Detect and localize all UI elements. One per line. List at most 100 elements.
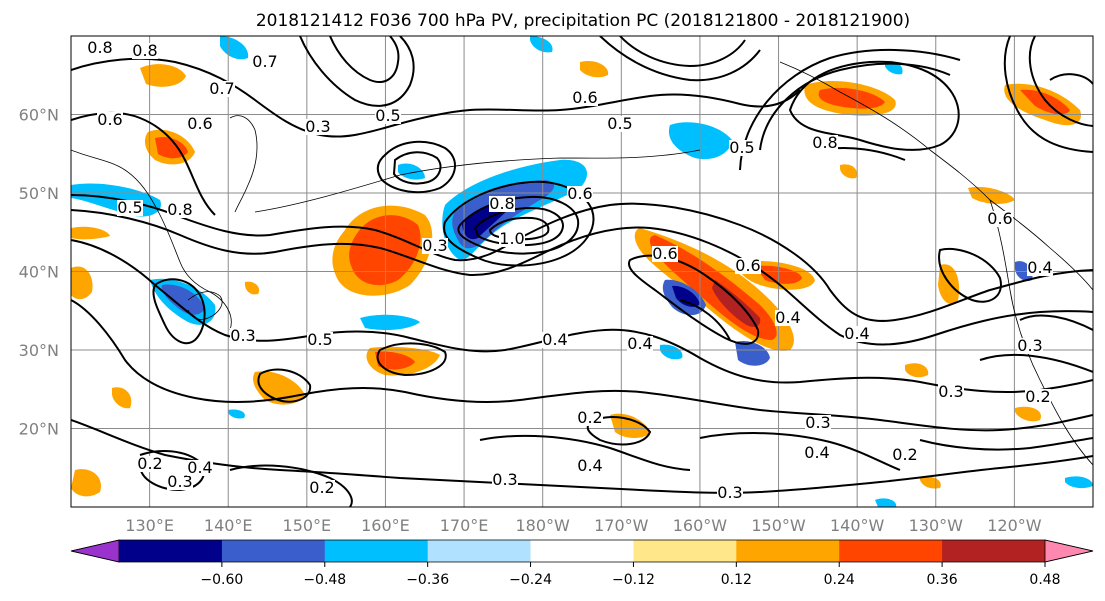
contour-label-bg [499,231,525,247]
contour-label-bg [735,258,761,274]
contour-label: 0.6 [735,256,760,275]
precip-negative-area [1065,476,1093,489]
latitude-label: 60°N [19,106,59,125]
precip-negative-area [660,344,683,360]
contour-label-bg [422,238,448,254]
colorbar-bin [119,540,223,562]
contour-label: 1.0 [499,229,524,248]
precip-negative-area [228,409,245,419]
contour-label: 0.8 [489,194,514,213]
map-panel: 0.8 0.8 0.7 0.7 0.6 0.6 0.5 0.8 0.3 0.5 0.3 0.8 1.0 0… [70,35,1094,508]
precip-positive-area [244,281,260,295]
contour-label-bg [572,90,598,106]
pv-contour [938,247,1002,303]
colorbar-bin [427,540,532,562]
latitude-labels: 60°N 50°N 40°N 30°N 20°N [19,106,59,439]
coastline-asia [71,149,232,331]
contour-label: 0.4 [1027,258,1052,277]
pv-contour [457,195,580,255]
contour-label: 0.3 [805,413,830,432]
pv-contour [392,151,442,185]
contour-label: 0.4 [775,308,800,327]
coastline-alaska [779,61,1093,291]
contour-label: 0.6 [567,184,592,203]
pv-contour [979,353,1093,373]
contour-label: 0.5 [117,198,142,217]
precip-negative-area [668,122,732,160]
pv-contour [71,57,801,138]
pv-contour [443,180,595,267]
colorbar-bin [221,540,326,562]
pv-contour [71,209,1093,346]
contour-label-bg [717,485,743,501]
colorbar-bin [942,540,1046,562]
contour-label-bg [1017,338,1043,354]
pv-contour [627,254,760,345]
contour-label: 0.7 [252,52,277,71]
contour-label: 0.5 [729,138,754,157]
contour-label: 0.4 [577,456,602,475]
contour-label: 0.7 [209,79,234,98]
longitude-label: 150°E [283,516,332,535]
contour-label-bg [1025,389,1051,405]
pv-contour [1049,73,1093,85]
contour-label-bg [375,108,401,124]
colorbar-bin [736,540,840,562]
colorbar: −0.60 −0.48 −0.36 −0.24 −0.12 0.12 0.24 0.36 0.4… [70,539,1094,588]
precip-positive-area [140,64,186,87]
colorbar-tick-label: 0.24 [824,572,855,588]
contour-label: 0.5 [607,114,632,133]
colorbar-tick-label: −0.36 [406,572,449,588]
precip-negative-core [161,284,205,315]
colorbar-tick-label: −0.24 [509,572,552,588]
longitude-labels: 130°E 140°E 150°E 160°E 170°E 180°W 170°W 160°W… [125,516,1041,535]
colorbar-tick-label: 0.36 [927,572,958,588]
contour-label-bg [987,211,1013,227]
contour-label: 0.4 [627,334,652,353]
colorbar-tick-label: 0.12 [721,572,752,588]
map-title: 2018121412 F036 700 hPa PV, precipitatio… [256,11,910,31]
longitude-label: 180°W [516,516,571,535]
contour-label-bg [187,460,213,476]
contour-label-bg [542,332,568,348]
contour-label-bg [309,480,335,496]
precip-negative-area [360,314,420,330]
contour-label-bg [844,326,870,342]
contour-label-bg [87,40,113,56]
contour-label: 0.5 [375,106,400,125]
contour-label: 0.6 [987,209,1012,228]
longitude-label: 160°W [673,516,728,535]
contour-label-bg [607,116,633,132]
contour-label: 0.6 [97,110,122,129]
pv-contour [759,62,951,151]
longitude-label: 140°E [204,516,253,535]
coastline-kamchatka [229,115,258,213]
pv-contour [739,49,961,171]
contour-label: 0.4 [804,443,829,462]
contour-label-bg [167,474,193,490]
contour-label: 0.4 [542,330,567,349]
precip-positive-core [155,136,188,159]
contour-label: 0.4 [187,458,212,477]
contour-label-bg [167,202,193,218]
pv-contour [1028,36,1093,127]
longitude-label: 170°E [440,516,489,535]
precip-positive-core [1020,89,1070,115]
pv-contour [139,450,205,492]
pv-contour [71,299,1093,432]
colorbar-bin [839,540,943,562]
colorbar-min-extend [70,539,120,563]
contour-label-bg [252,54,278,70]
pv-contour [71,419,1093,494]
contour-label-bg [117,200,143,216]
contour-label: 0.3 [1017,336,1042,355]
contour-label: 0.3 [938,382,963,401]
contour-label: 0.8 [87,38,112,57]
map-frame [70,35,1094,508]
contour-label-bg [938,384,964,400]
precip-positive-area [71,266,93,300]
colorbar-tick-label: −0.48 [303,572,346,588]
pv-contour [599,36,761,82]
pv-contour [479,434,691,471]
